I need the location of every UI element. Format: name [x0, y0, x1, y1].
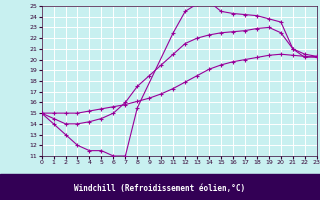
Text: Windchill (Refroidissement éolien,°C): Windchill (Refroidissement éolien,°C)	[75, 184, 245, 192]
